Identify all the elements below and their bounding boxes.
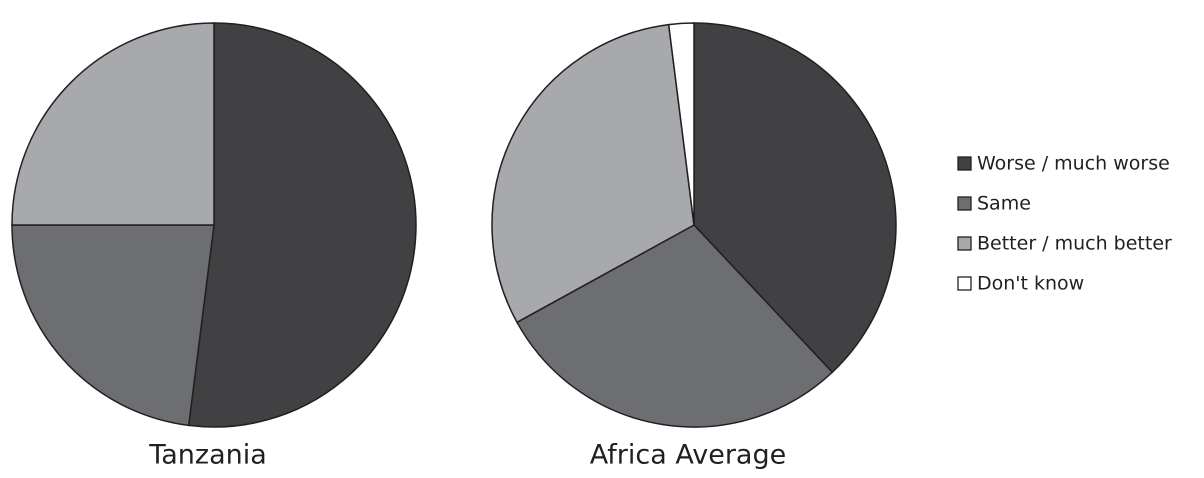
pie-slice [491,23,695,324]
pie-slice [693,22,897,374]
legend-label: Better / much better [977,233,1172,255]
legend-label: Worse / much worse [977,153,1170,175]
chart-title: Tanzania [148,440,267,471]
legend-label: Don't know [977,273,1084,295]
pie-slice [11,22,215,226]
legend-swatch [957,276,972,291]
pie-slice [515,224,834,428]
legend-swatch [957,156,972,171]
pie-slice [187,22,417,428]
legend-swatch [957,196,972,211]
pie-slice [11,224,215,427]
legend-swatch [957,236,972,251]
chart-title: Africa Average [590,440,786,471]
legend-label: Same [977,193,1031,215]
pie-slice [667,22,695,226]
